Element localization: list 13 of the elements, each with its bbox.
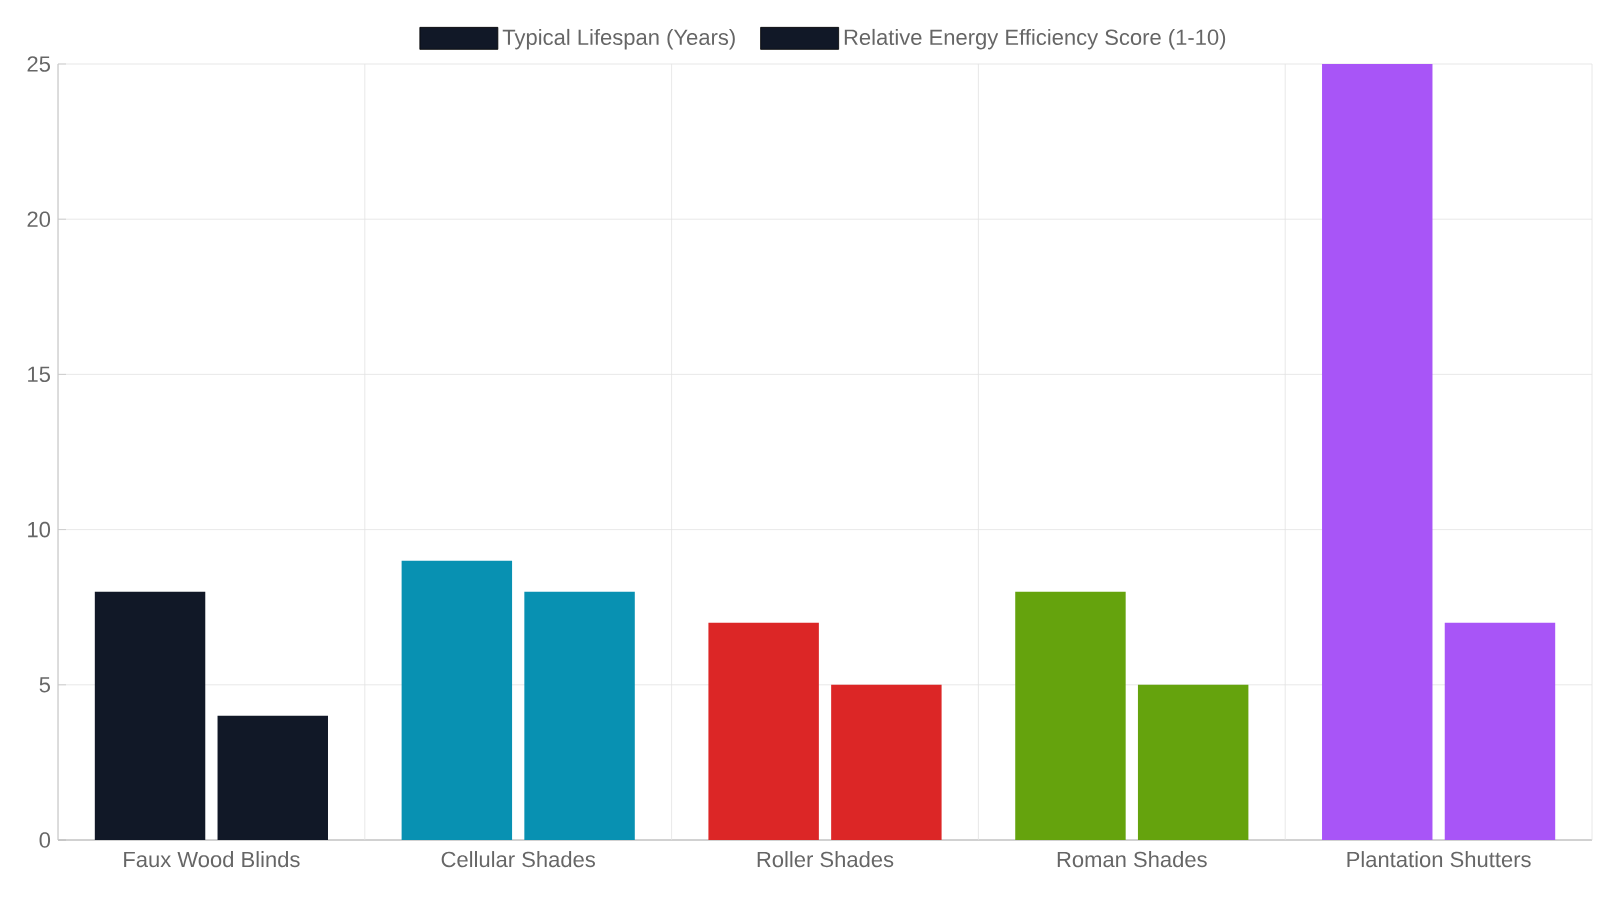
- x-tick-label: Roller Shades: [757, 851, 894, 868]
- legend-label: Typical Lifespan (Years): [502, 28, 735, 50]
- x-tick-label: Faux Wood Blinds: [124, 851, 300, 868]
- x-tick-label: Cellular Shades: [441, 851, 595, 868]
- y-tick-label: 15: [28, 366, 50, 383]
- x-tick-label: Roman Shades: [1057, 851, 1207, 868]
- y-tick-label: 10: [28, 521, 51, 538]
- legend-label: Relative Energy Efficiency Score (1-10): [844, 28, 1226, 50]
- x-tick-label: Plantation Shutters: [1347, 851, 1531, 868]
- y-tick-label: 20: [27, 211, 51, 227]
- y-tick-label: 5: [39, 677, 50, 693]
- y-tick-label: 25: [27, 56, 50, 72]
- y-tick-label: 0: [39, 832, 51, 848]
